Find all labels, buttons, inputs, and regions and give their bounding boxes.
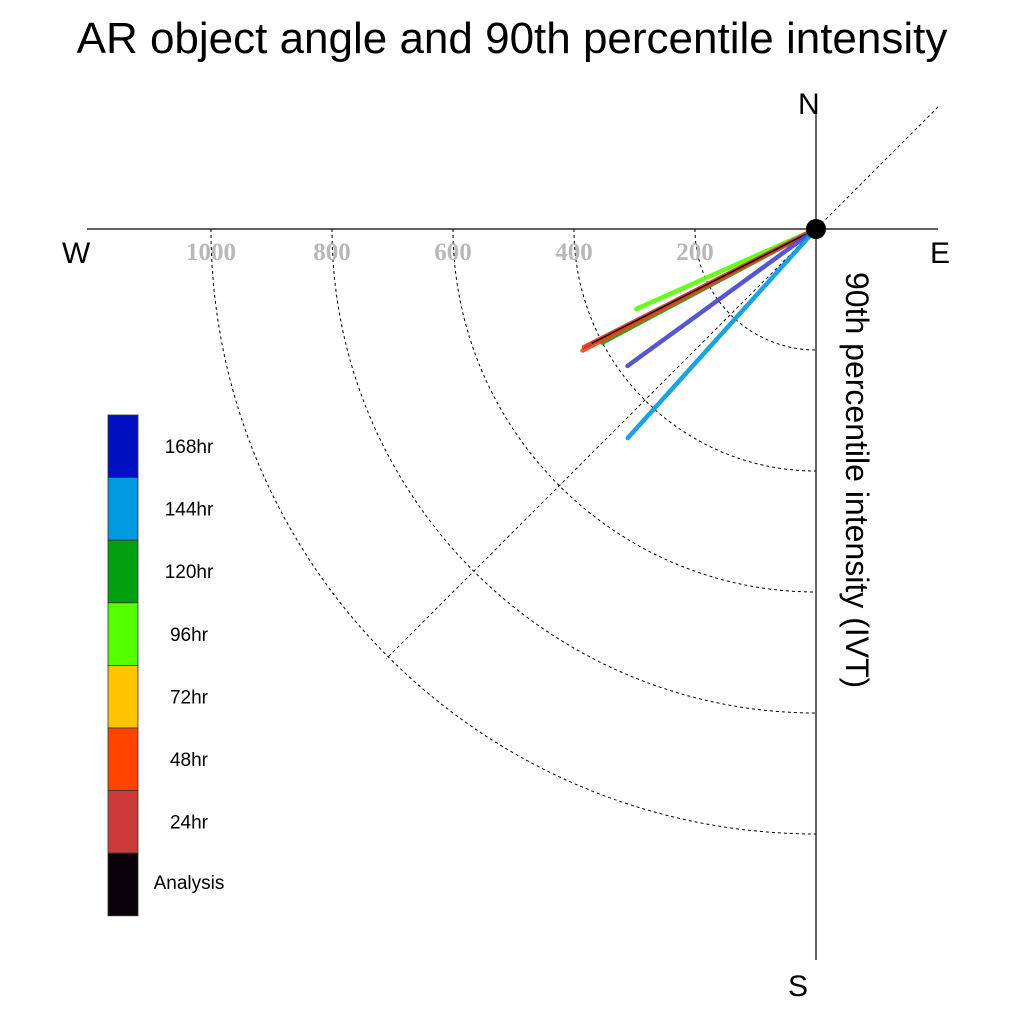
legend: 168hr 144hr 120hr 96hr 72hr 48hr 24hr Analysis <box>107 414 225 917</box>
legend-swatch <box>107 477 139 541</box>
legend-swatch <box>107 665 139 729</box>
north-label: N <box>798 88 820 121</box>
radial-tick-label: 400 <box>555 239 593 266</box>
legend-label: 96hr <box>170 625 209 646</box>
legend-swatch <box>107 414 139 478</box>
legend-swatch <box>107 539 139 604</box>
legend-swatch <box>107 727 139 791</box>
origin-marker <box>806 219 826 239</box>
east-label: E <box>930 237 950 270</box>
radial-tick-label: 600 <box>434 239 472 266</box>
legend-label: Analysis <box>154 873 225 894</box>
legend-label: 144hr <box>165 500 214 521</box>
radial-tick-labels: 200 400 600 800 1000 <box>186 239 714 266</box>
south-label: S <box>788 970 808 1003</box>
legend-label: 120hr <box>165 562 214 583</box>
radial-tick-label: 200 <box>676 239 714 266</box>
legend-label: 72hr <box>170 687 209 708</box>
west-label: W <box>62 237 91 270</box>
legend-label: 48hr <box>170 750 209 771</box>
radial-axis-label: 90th percentile intensity (IVT) <box>839 272 875 688</box>
legend-swatch <box>107 852 139 917</box>
legend-label: 24hr <box>170 813 209 834</box>
compass-axes <box>87 106 939 960</box>
vector-analysis <box>591 228 817 344</box>
radial-tick-label: 1000 <box>186 239 236 266</box>
radial-tick-label: 800 <box>313 239 351 266</box>
radial-grid-arc <box>573 228 817 472</box>
radial-grid-arc <box>210 228 817 835</box>
diagonal-reference-line <box>385 106 939 660</box>
chart-title: AR object angle and 90th percentile inte… <box>76 14 948 63</box>
radial-grid-arc <box>694 228 817 351</box>
legend-label: 168hr <box>165 437 214 458</box>
legend-swatch <box>107 602 139 666</box>
series-vectors <box>580 226 819 441</box>
vector-144hr <box>625 226 819 441</box>
vector-168hr <box>625 226 819 369</box>
legend-swatch <box>107 790 139 854</box>
